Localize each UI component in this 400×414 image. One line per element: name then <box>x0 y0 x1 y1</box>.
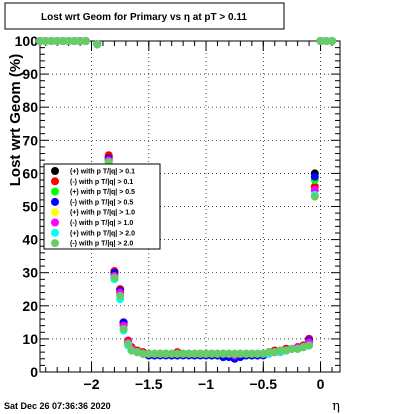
data-point <box>224 349 233 358</box>
legend-label: (-) with p T/|q| > 0.5 <box>70 199 133 206</box>
y-tick-label: 70 <box>22 132 38 148</box>
legend-marker <box>51 239 59 248</box>
y-tick-label: 50 <box>22 199 38 215</box>
data-point <box>139 349 148 358</box>
data-point <box>179 349 188 358</box>
y-tick-label: 0 <box>30 364 38 380</box>
data-point <box>190 349 199 358</box>
data-point <box>93 40 102 49</box>
x-tick-labels: −2 −1.5 −1 −0.5 0 <box>84 376 325 392</box>
chart-title: Lost wrt Geom for Primary vs η at pT > 0… <box>41 12 247 23</box>
legend-entry: (+) with p T/|q| > 0.1 <box>51 167 135 176</box>
y-tick-label: 90 <box>22 66 38 82</box>
legend-entry: (+) with p T/|q| > 0.5 <box>51 187 135 196</box>
data-point <box>202 349 211 358</box>
x-tick-label: −2 <box>84 376 100 392</box>
data-point <box>47 37 56 45</box>
chart-title-box: Lost wrt Geom for Primary vs η at pT > 0… <box>4 2 285 30</box>
legend-entry: (+) with p T/|q| > 1.0 <box>51 208 135 217</box>
data-point <box>287 344 296 353</box>
data-point <box>161 349 170 358</box>
data-point <box>124 339 133 348</box>
legend-marker <box>51 167 59 175</box>
legend-marker <box>51 228 59 237</box>
data-point <box>305 341 314 350</box>
data-point <box>242 349 251 358</box>
legend-entry: (-) with p T/|q| > 2.0 <box>51 239 133 248</box>
data-point <box>247 349 256 358</box>
data-point <box>119 324 128 333</box>
legend-label: (-) with p T/|q| > 2.0 <box>70 241 133 248</box>
data-point <box>53 37 62 45</box>
legend-label: (-) with p T/|q| > 1.0 <box>70 220 133 227</box>
data-point <box>144 349 153 358</box>
data-point <box>327 37 336 45</box>
data-point <box>64 37 73 45</box>
y-tick-labels: 0 10 20 30 40 50 60 70 80 90 100 <box>15 33 39 380</box>
data-point <box>219 349 228 358</box>
y-tick-label: 20 <box>22 298 38 314</box>
data-point <box>276 346 285 355</box>
title-frame <box>4 2 285 30</box>
data-point <box>207 349 216 358</box>
legend-entries: (+) with p T/|q| > 0.1 (-) with p T/|q| >… <box>51 167 135 248</box>
data-point <box>213 349 222 358</box>
data-point <box>81 37 90 45</box>
y-tick-label: 100 <box>15 33 39 49</box>
axis-ticks <box>40 40 340 373</box>
legend-marker <box>51 177 59 186</box>
y-tick-label: 80 <box>22 99 38 115</box>
y-tick-label: 30 <box>22 265 38 281</box>
data-point <box>156 349 165 358</box>
data-point <box>150 349 159 358</box>
legend-entry: (-) with p T/|q| > 0.5 <box>51 197 133 206</box>
legend: (+) with p T/|q| > 0.1 (-) with p T/|q| >… <box>43 163 161 250</box>
data-point <box>76 37 85 45</box>
legend-label: (+) with p T/|q| > 2.0 <box>70 230 135 237</box>
legend-label: (+) with p T/|q| > 0.5 <box>70 189 135 196</box>
x-tick-label: −1.5 <box>135 376 163 392</box>
y-axis-label: Lost wrt Geom (%) <box>7 54 24 187</box>
legend-label: (+) with p T/|q| > 1.0 <box>70 210 135 217</box>
data-point <box>184 349 193 358</box>
legend-marker <box>51 187 59 196</box>
data-point <box>58 37 67 45</box>
data-point <box>196 349 205 358</box>
data-point <box>230 349 239 358</box>
legend-marker <box>51 208 59 217</box>
y-tick-label: 60 <box>22 165 38 181</box>
data-point <box>36 37 44 45</box>
data-point <box>310 172 319 181</box>
x-tick-label: 0 <box>317 376 325 392</box>
legend-entry: (-) with p T/|q| > 0.1 <box>51 177 133 186</box>
series-8 <box>36 37 336 358</box>
x-tick-label: −0.5 <box>249 376 277 392</box>
legend-label: (-) with p T/|q| > 0.1 <box>70 179 133 186</box>
data-point <box>110 273 119 282</box>
data-markers <box>36 37 336 363</box>
data-point <box>70 37 79 45</box>
data-point <box>310 192 319 201</box>
data-point <box>116 291 125 300</box>
legend-label: (+) with p T/|q| > 0.1 <box>70 169 135 176</box>
legend-entry: (+) with p T/|q| > 2.0 <box>51 228 135 237</box>
legend-marker <box>51 197 59 206</box>
y-tick-label: 40 <box>22 232 38 248</box>
footer-date: Sat Dec 26 07:36:36 2020 <box>4 401 111 411</box>
legend-entry: (-) with p T/|q| > 1.0 <box>51 218 133 227</box>
x-axis-label: η <box>332 399 340 414</box>
y-tick-label: 10 <box>22 331 38 347</box>
legend-marker <box>51 218 59 227</box>
x-tick-label: −1 <box>198 376 214 392</box>
data-point <box>167 349 176 358</box>
legend-box <box>43 163 161 250</box>
data-point <box>253 349 262 358</box>
data-point <box>322 37 331 45</box>
data-point <box>173 349 182 358</box>
data-point <box>236 349 245 358</box>
data-point <box>265 348 274 357</box>
data-point <box>41 37 50 45</box>
data-point <box>316 37 325 45</box>
